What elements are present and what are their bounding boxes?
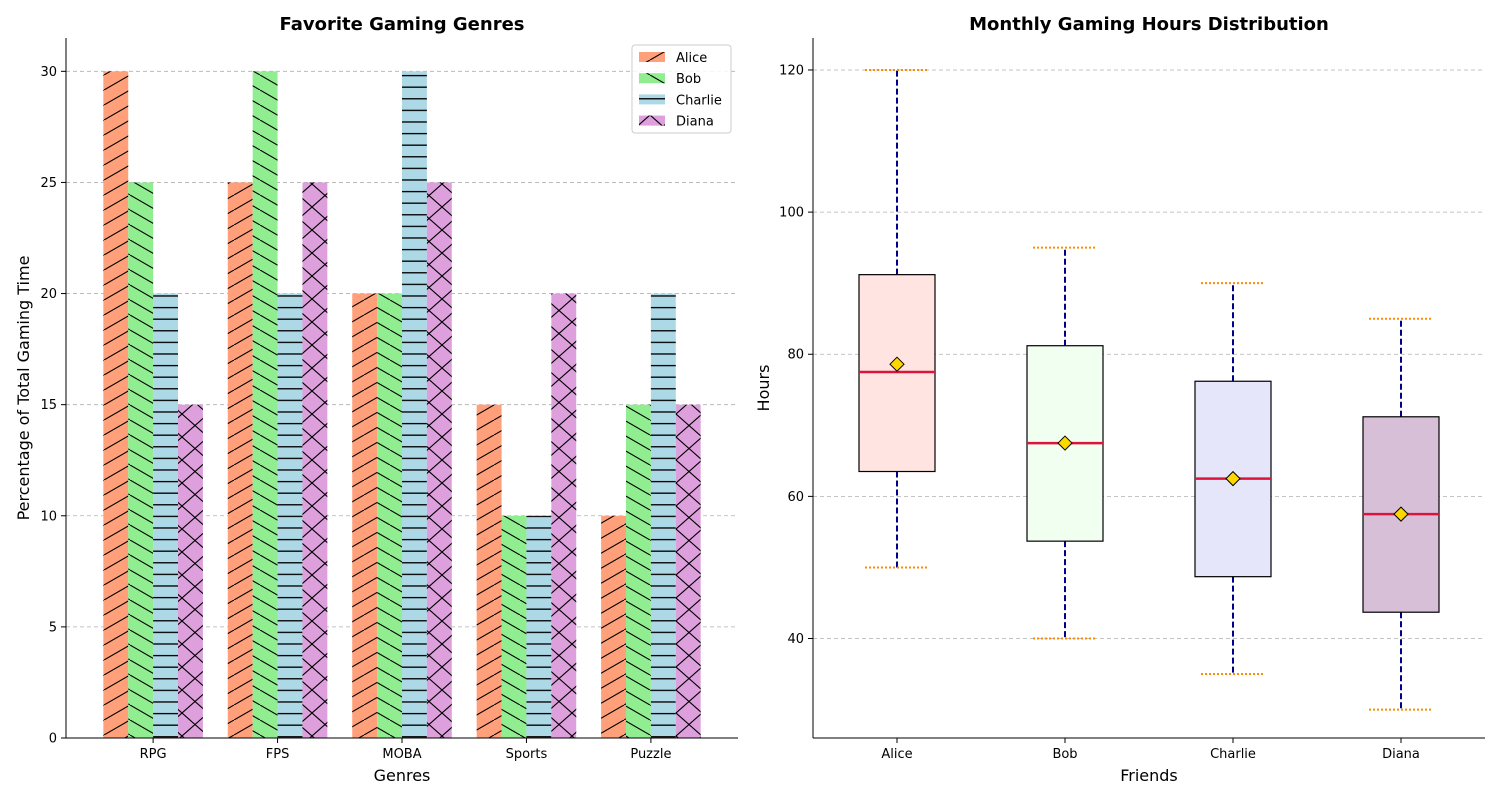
box-chart-title: Monthly Gaming Hours Distribution [969, 14, 1329, 35]
bar-chart-x-ticks: RPG FPS MOBA Sports Puzzle [140, 738, 671, 762]
bar-diana-sports [551, 293, 577, 738]
bar-bob-puzzle [626, 404, 651, 738]
y-tick-label: 15 [40, 398, 57, 413]
y-tick-label: 100 [779, 206, 804, 221]
x-tick-label: Sports [506, 747, 548, 762]
bar-diana-moba [426, 182, 452, 738]
legend-label: Bob [676, 72, 701, 87]
bar-chart-bars [103, 71, 701, 739]
bar-chart-y-ticks: 0 5 10 15 20 25 30 [40, 65, 66, 747]
bar-chart-legend: Alice Bob Charlie Diana [631, 44, 732, 134]
x-tick-label: Diana [1382, 747, 1420, 762]
mean-marker [1225, 470, 1241, 487]
x-tick-label: FPS [266, 747, 290, 762]
legend-item-alice: Alice [639, 51, 707, 66]
bar-alice-fps [227, 182, 253, 738]
bar-charlie-puzzle [650, 293, 676, 738]
box-chart-axes [812, 38, 1485, 739]
x-tick-label: Puzzle [630, 747, 671, 762]
y-tick-label: 120 [779, 63, 804, 78]
bar-alice-rpg [103, 71, 129, 739]
bar-alice-sports [476, 404, 502, 738]
y-tick-label: 10 [40, 509, 57, 524]
bar-charlie-sports [526, 515, 552, 738]
box-chart-x-ticks: Alice Bob Charlie Diana [881, 738, 1420, 762]
x-tick-label: Charlie [1210, 747, 1256, 762]
mean-marker [1057, 435, 1073, 451]
box-bob [1026, 246, 1104, 640]
legend-label: Diana [676, 115, 714, 130]
bar-diana-rpg [178, 404, 203, 738]
y-tick-label: 40 [787, 632, 804, 647]
y-tick-label: 25 [40, 176, 57, 191]
box-chart-boxes [858, 68, 1440, 711]
legend-label: Charlie [676, 93, 722, 108]
bar-charlie-moba [402, 71, 427, 739]
box-chart: 40 60 80 100 120 Alice Bob Charlie Diana Monthl… [754, 14, 1485, 785]
x-tick-label: RPG [140, 747, 167, 762]
bar-chart-x-label: Genres [374, 766, 431, 785]
bar-bob-rpg [128, 182, 154, 738]
y-tick-label: 20 [40, 287, 57, 302]
box-alice [858, 68, 936, 569]
bar-alice-puzzle [601, 515, 626, 738]
bar-chart: 0 5 10 15 20 25 30 RPG FPS MOBA Sports Puzzle Favo… [14, 14, 738, 785]
x-tick-label: Bob [1052, 747, 1077, 762]
legend-frame [631, 44, 732, 134]
box-chart-x-label: Friends [1120, 766, 1178, 785]
bar-diana-puzzle [675, 404, 701, 738]
mean-marker [889, 356, 905, 372]
bar-charlie-fps [277, 293, 303, 738]
legend-item-bob: Bob [639, 72, 701, 87]
bar-diana-fps [302, 182, 328, 738]
bar-chart-title: Favorite Gaming Genres [279, 14, 524, 35]
bar-alice-moba [352, 293, 378, 738]
x-tick-label: Alice [881, 747, 912, 762]
y-tick-label: 60 [787, 490, 804, 505]
bar-bob-sports [501, 515, 527, 738]
y-tick-label: 5 [49, 620, 57, 635]
y-tick-label: 80 [787, 348, 804, 363]
bar-bob-fps [252, 71, 278, 739]
y-tick-label: 30 [40, 65, 57, 80]
bar-bob-moba [377, 293, 402, 738]
bar-chart-y-label: Percentage of Total Gaming Time [14, 256, 33, 521]
x-tick-label: MOBA [382, 747, 421, 762]
bar-charlie-rpg [153, 293, 178, 738]
mean-marker [1393, 506, 1409, 522]
box-charlie [1194, 282, 1272, 676]
legend-label: Alice [676, 51, 707, 66]
box-diana [1362, 317, 1440, 711]
box-chart-y-ticks: 40 60 80 100 120 [779, 63, 813, 647]
box-chart-y-label: Hours [754, 365, 773, 412]
legend-item-diana: Diana [639, 115, 714, 130]
legend-item-charlie: Charlie [639, 93, 722, 108]
y-tick-label: 0 [49, 732, 57, 747]
